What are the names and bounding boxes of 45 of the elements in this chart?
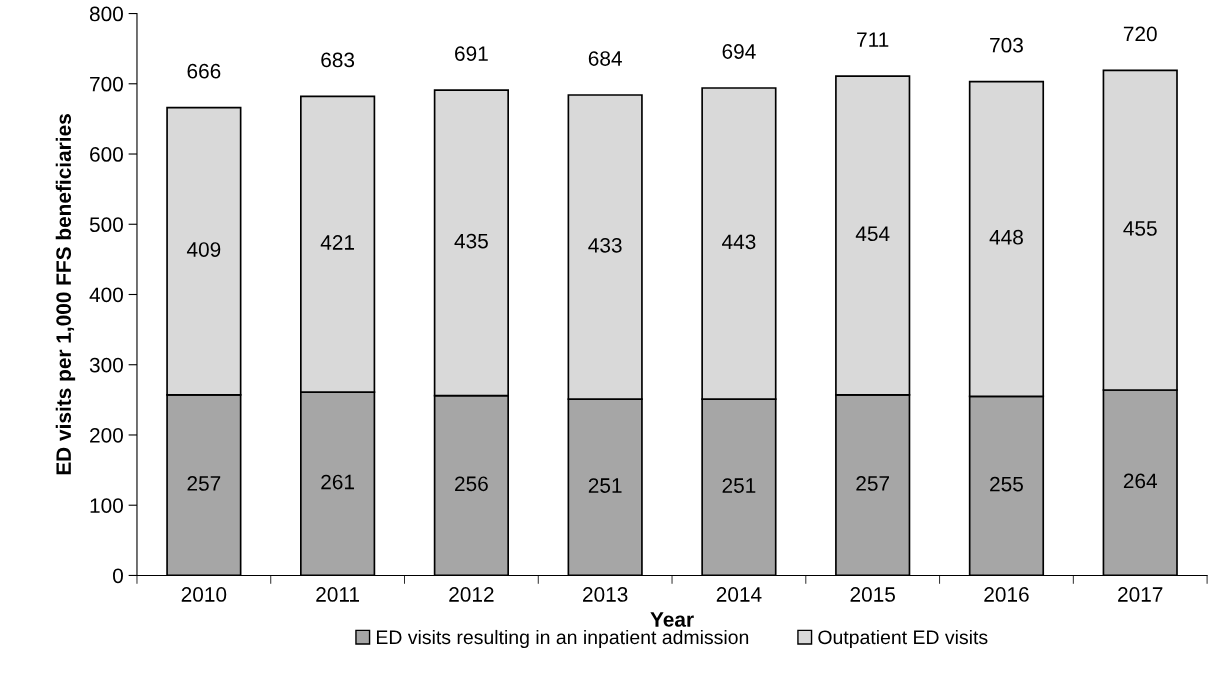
data-label: 264 (1123, 473, 1157, 489)
x-tick-label: 2016 (984, 587, 1029, 602)
y-tick-label: 500 (89, 217, 123, 233)
total-label: 694 (722, 44, 756, 59)
total-label: 691 (455, 46, 488, 61)
x-tick-label: 2015 (850, 587, 895, 602)
total-label: 683 (321, 52, 355, 68)
data-label: 255 (990, 476, 1023, 492)
x-tick-label: 2014 (716, 587, 762, 602)
y-tick-label: 200 (90, 427, 123, 443)
data-label: 433 (588, 237, 622, 253)
data-label: 455 (1123, 221, 1157, 236)
data-label: 256 (455, 476, 488, 492)
x-tick-label: 2013 (583, 587, 628, 602)
total-label: 684 (588, 51, 622, 66)
total-label: 703 (990, 37, 1023, 53)
y-tick-label: 600 (90, 147, 123, 162)
data-label: 409 (186, 242, 221, 257)
data-label: 435 (454, 233, 488, 249)
data-label: 261 (321, 474, 354, 490)
x-axis-title: Year (650, 612, 694, 627)
x-tick-label: 2011 (316, 587, 360, 602)
total-label: 720 (1123, 26, 1157, 42)
total-label: 666 (187, 63, 221, 79)
total-label: 711 (857, 32, 889, 47)
data-label: 257 (856, 476, 890, 491)
y-tick-label: 700 (90, 76, 123, 92)
y-tick-label: 300 (89, 357, 123, 373)
y-tick-label: 0 (113, 568, 123, 584)
x-tick-label: 2017 (1118, 587, 1163, 602)
legend-label: Outpatient ED visits (818, 629, 988, 649)
data-label: 421 (320, 235, 354, 250)
x-tick-label: 2012 (449, 587, 494, 602)
data-label: 448 (989, 229, 1023, 245)
y-tick-label: 100 (90, 498, 123, 513)
data-label: 454 (855, 226, 890, 242)
y-axis-title: ED visits per 1,000 FFS beneficiaries (55, 114, 76, 475)
data-label: 443 (722, 234, 756, 250)
data-label: 251 (588, 478, 622, 493)
legend-label: ED visits resulting in an inpatient admission (376, 629, 749, 649)
y-tick-label: 800 (89, 6, 123, 22)
x-tick-label: 2010 (181, 587, 227, 602)
y-tick-label: 400 (89, 287, 123, 303)
data-label: 251 (722, 478, 756, 493)
data-label: 257 (187, 476, 221, 491)
